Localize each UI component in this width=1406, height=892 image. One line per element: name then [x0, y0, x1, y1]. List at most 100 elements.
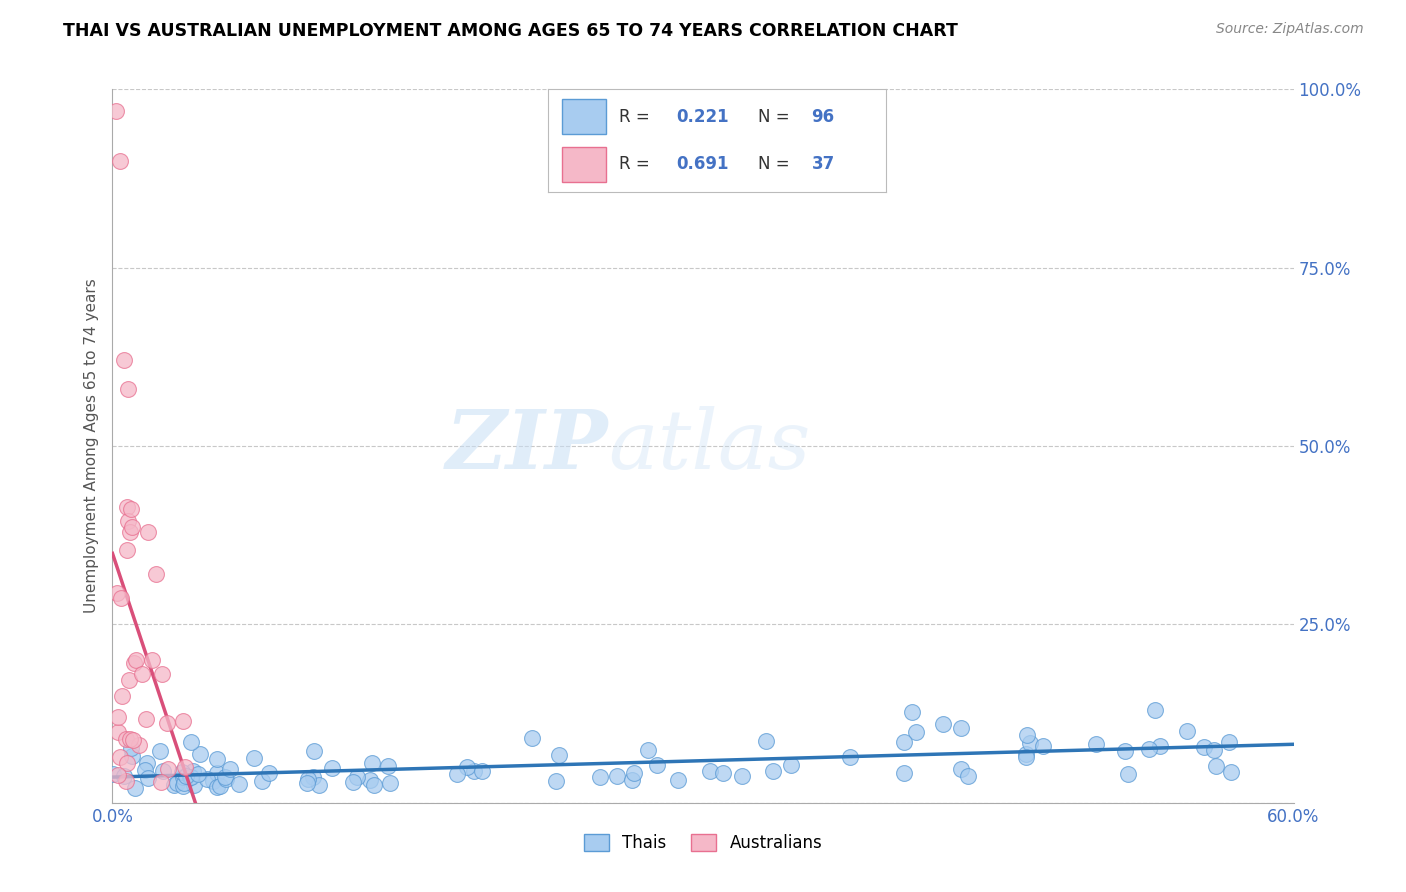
- Point: [711, 766, 734, 780]
- Point: [156, 762, 179, 776]
- Point: [950, 721, 973, 735]
- Point: [1220, 765, 1243, 780]
- Point: [839, 749, 862, 764]
- Point: [250, 774, 273, 789]
- Point: [172, 779, 194, 793]
- Point: [173, 760, 195, 774]
- Point: [1085, 737, 1108, 751]
- Point: [152, 764, 174, 779]
- Point: [117, 500, 139, 514]
- Point: [361, 756, 384, 770]
- Point: [117, 543, 139, 558]
- Point: [118, 525, 141, 540]
- Point: [1175, 724, 1198, 739]
- Text: N =: N =: [758, 155, 794, 173]
- Point: [174, 768, 197, 782]
- Point: [668, 772, 690, 787]
- Point: [188, 747, 211, 762]
- Point: [297, 772, 319, 787]
- Point: [136, 772, 159, 786]
- Point: [257, 765, 280, 780]
- Point: [172, 770, 194, 784]
- Point: [121, 520, 143, 534]
- Point: [456, 759, 478, 773]
- Point: [120, 740, 142, 755]
- Point: [731, 769, 754, 783]
- Point: [150, 667, 173, 681]
- Point: [145, 567, 167, 582]
- Point: [107, 768, 129, 782]
- Point: [901, 706, 924, 720]
- Point: [1114, 744, 1136, 758]
- Point: [377, 759, 399, 773]
- Point: [346, 770, 368, 784]
- Text: atlas: atlas: [609, 406, 811, 486]
- Point: [359, 773, 381, 788]
- Text: R =: R =: [619, 108, 655, 126]
- Text: THAI VS AUSTRALIAN UNEMPLOYMENT AMONG AGES 65 TO 74 YEARS CORRELATION CHART: THAI VS AUSTRALIAN UNEMPLOYMENT AMONG AG…: [63, 22, 957, 40]
- Point: [295, 776, 318, 790]
- Point: [620, 773, 643, 788]
- Point: [110, 153, 132, 168]
- Point: [107, 725, 129, 739]
- Point: [118, 673, 141, 688]
- Point: [110, 591, 132, 605]
- Point: [546, 774, 568, 789]
- Point: [699, 764, 721, 779]
- Text: Source: ZipAtlas.com: Source: ZipAtlas.com: [1216, 22, 1364, 37]
- Point: [114, 774, 136, 789]
- Point: [904, 725, 927, 739]
- Point: [606, 769, 628, 783]
- Point: [173, 776, 195, 790]
- Point: [932, 717, 955, 731]
- Point: [125, 653, 148, 667]
- Text: 37: 37: [811, 155, 835, 173]
- Point: [755, 733, 778, 747]
- Point: [1017, 728, 1039, 742]
- Point: [105, 103, 128, 118]
- Point: [1202, 743, 1225, 757]
- Point: [112, 353, 135, 368]
- Point: [1192, 739, 1215, 754]
- Point: [166, 775, 188, 789]
- Point: [183, 764, 205, 778]
- Point: [205, 766, 228, 780]
- Point: [342, 775, 364, 789]
- Point: [1116, 766, 1139, 780]
- Point: [149, 743, 172, 757]
- Point: [1149, 739, 1171, 753]
- Point: [1018, 736, 1040, 750]
- Point: [463, 764, 485, 778]
- Point: [321, 761, 343, 775]
- Point: [209, 779, 232, 793]
- Point: [135, 756, 157, 770]
- Point: [1218, 734, 1240, 748]
- Point: [141, 653, 163, 667]
- Point: [108, 750, 131, 764]
- Text: ZIP: ZIP: [446, 406, 609, 486]
- Text: R =: R =: [619, 155, 655, 173]
- Point: [180, 734, 202, 748]
- Point: [124, 780, 146, 795]
- Point: [117, 382, 139, 396]
- FancyBboxPatch shape: [562, 99, 606, 135]
- Point: [195, 772, 218, 786]
- Point: [134, 764, 156, 778]
- Point: [949, 762, 972, 776]
- Legend: Thais, Australians: Thais, Australians: [576, 827, 830, 859]
- Point: [120, 502, 142, 516]
- Point: [107, 710, 129, 724]
- Point: [1144, 703, 1167, 717]
- Point: [131, 667, 153, 681]
- Point: [179, 770, 201, 784]
- Text: N =: N =: [758, 108, 794, 126]
- Point: [136, 524, 159, 539]
- Point: [172, 714, 194, 728]
- Point: [228, 777, 250, 791]
- Point: [1015, 747, 1038, 761]
- Point: [163, 778, 186, 792]
- Point: [150, 775, 173, 789]
- Point: [304, 744, 326, 758]
- Point: [112, 769, 135, 783]
- Point: [118, 732, 141, 747]
